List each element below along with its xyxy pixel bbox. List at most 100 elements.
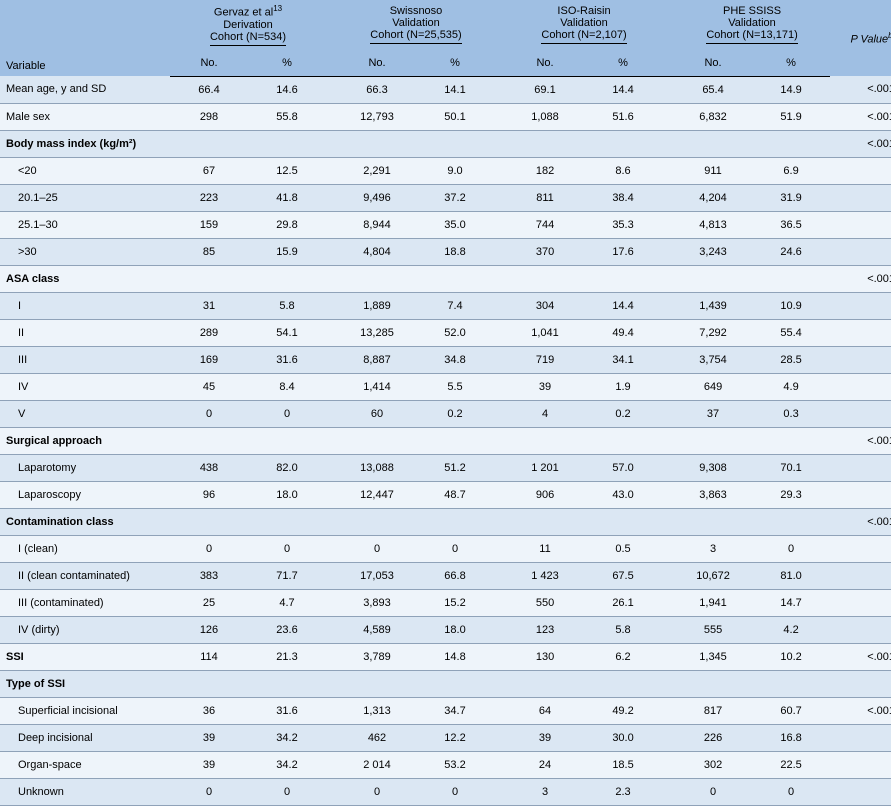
cell	[416, 427, 494, 454]
cell-no: 9,308	[674, 454, 752, 481]
row-label: IV	[0, 373, 170, 400]
cell-no: 64	[506, 697, 584, 724]
cell-no: 438	[170, 454, 248, 481]
pvalue-cell	[830, 481, 891, 508]
cell-no: 1 423	[506, 562, 584, 589]
table-row: Male sex29855.812,79350.11,08851.66,8325…	[0, 103, 891, 130]
row-label: Laparoscopy	[0, 481, 170, 508]
cell-no: 0	[170, 778, 248, 805]
cell-pct: 54.1	[248, 319, 326, 346]
col-no: No.	[674, 50, 752, 77]
spacer	[662, 265, 674, 292]
spacer	[662, 50, 674, 77]
cell-pct: 0	[752, 778, 830, 805]
cell-no: 550	[506, 589, 584, 616]
cell-pct: 16.8	[752, 724, 830, 751]
cell-pct: 0.3	[752, 400, 830, 427]
cell-no: 39	[170, 751, 248, 778]
spacer	[326, 670, 338, 697]
table-row: Contamination class<.001	[0, 508, 891, 535]
row-label: Mean age, y and SD	[0, 76, 170, 103]
col-no: No.	[506, 50, 584, 77]
group-3: PHE SSISSValidationCohort (N=13,171)	[674, 0, 830, 50]
cell-no: 3,754	[674, 346, 752, 373]
cell	[506, 265, 584, 292]
cell-no: 817	[674, 697, 752, 724]
row-label: III	[0, 346, 170, 373]
spacer	[326, 454, 338, 481]
cell-pct: 0.5	[584, 535, 662, 562]
cell	[338, 427, 416, 454]
cell	[674, 265, 752, 292]
pvalue-cell	[830, 211, 891, 238]
pvalue-cell	[830, 751, 891, 778]
cell-pct: 14.4	[584, 76, 662, 103]
cell-no: 13,285	[338, 319, 416, 346]
spacer	[494, 157, 506, 184]
cell-pct: 66.8	[416, 562, 494, 589]
cell-no: 169	[170, 346, 248, 373]
spacer	[326, 508, 338, 535]
spacer	[494, 616, 506, 643]
cell-no: 2,291	[338, 157, 416, 184]
spacer	[326, 778, 338, 805]
cell-pct: 7.4	[416, 292, 494, 319]
cell-pct: 34.1	[584, 346, 662, 373]
cell-pct: 12.5	[248, 157, 326, 184]
cell-no: 17,053	[338, 562, 416, 589]
cell-pct: 50.1	[416, 103, 494, 130]
table-row: Superficial incisional3631.61,31334.7644…	[0, 697, 891, 724]
table-row: II28954.113,28552.01,04149.47,29255.4	[0, 319, 891, 346]
row-label: Male sex	[0, 103, 170, 130]
spacer	[494, 535, 506, 562]
spacer	[326, 400, 338, 427]
cell	[170, 130, 248, 157]
cell-pct: 14.4	[584, 292, 662, 319]
cell-no: 96	[170, 481, 248, 508]
cell	[338, 130, 416, 157]
row-label: I (clean)	[0, 535, 170, 562]
table-row: Body mass index (kg/m²)<.001	[0, 130, 891, 157]
spacer	[326, 751, 338, 778]
pvalue-cell	[830, 373, 891, 400]
section-label: Contamination class	[0, 508, 170, 535]
cell	[506, 427, 584, 454]
cell-no: 60	[338, 400, 416, 427]
cell	[248, 130, 326, 157]
table-row: Organ-space3934.22 01453.22418.530222.5	[0, 751, 891, 778]
cell	[416, 130, 494, 157]
cell-no: 66.4	[170, 76, 248, 103]
cell-pct: 55.4	[752, 319, 830, 346]
cell-no: 298	[170, 103, 248, 130]
cell-pct: 43.0	[584, 481, 662, 508]
table-row: Laparoscopy9618.012,44748.790643.03,8632…	[0, 481, 891, 508]
cell	[584, 508, 662, 535]
row-label: I	[0, 292, 170, 319]
cell	[338, 265, 416, 292]
spacer	[494, 724, 506, 751]
spacer	[494, 103, 506, 130]
cell-no: 31	[170, 292, 248, 319]
spacer	[494, 427, 506, 454]
cell-no: 8,944	[338, 211, 416, 238]
cell-pct: 10.2	[752, 643, 830, 670]
spacer	[494, 265, 506, 292]
spacer	[662, 400, 674, 427]
spacer	[662, 427, 674, 454]
spacer	[494, 778, 506, 805]
cell-no: 13,088	[338, 454, 416, 481]
col-variable: Variable	[0, 0, 170, 76]
cell-no: 126	[170, 616, 248, 643]
cell-no: 3	[506, 778, 584, 805]
spacer	[326, 319, 338, 346]
spacer	[494, 292, 506, 319]
spacer	[662, 697, 674, 724]
cell-pct: 55.8	[248, 103, 326, 130]
pvalue-cell	[830, 616, 891, 643]
cell-pct: 21.3	[248, 643, 326, 670]
spacer	[662, 454, 674, 481]
pvalue-cell: <.001	[830, 103, 891, 130]
table-row: I315.81,8897.430414.41,43910.9	[0, 292, 891, 319]
spacer	[326, 481, 338, 508]
cell-no: 85	[170, 238, 248, 265]
